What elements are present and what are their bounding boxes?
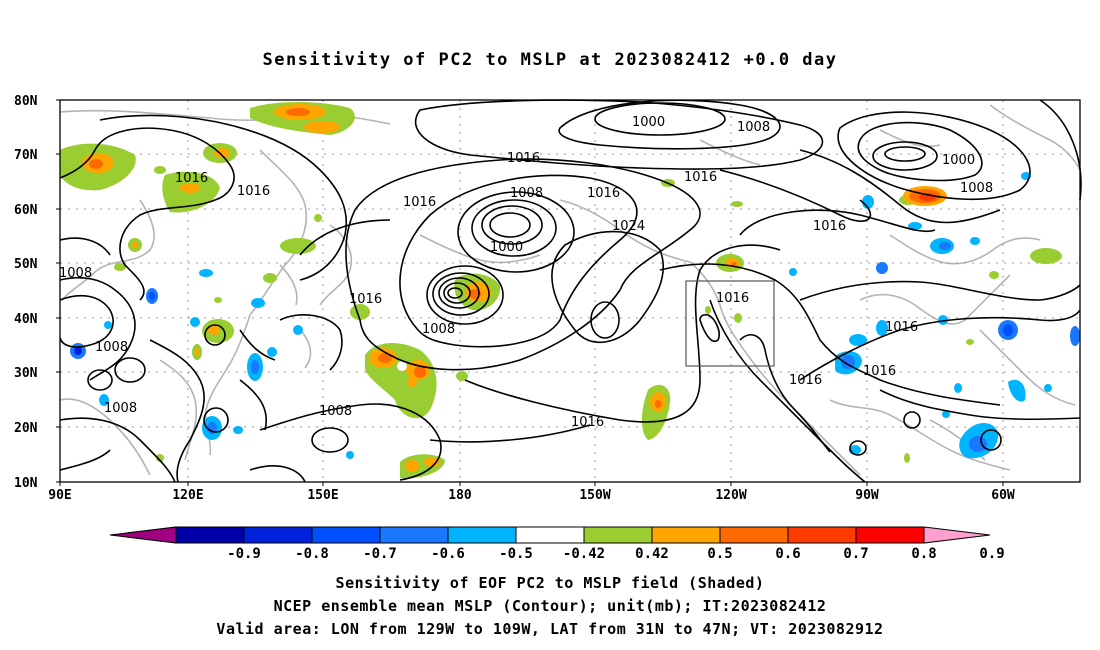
colorbar-segment bbox=[447, 526, 517, 544]
caption-line-1: Sensitivity of EOF PC2 to MSLP field (Sh… bbox=[335, 574, 765, 592]
lon-label: 90E bbox=[48, 488, 71, 503]
contour-label: 1016 bbox=[403, 195, 436, 210]
lon-label: 90W bbox=[855, 488, 879, 503]
lon-label: 150E bbox=[307, 488, 338, 503]
colorbar-tick-label: -0.42 bbox=[563, 546, 605, 562]
colorbar-segment bbox=[651, 526, 721, 544]
colorbar-tick-label: 0.6 bbox=[775, 546, 800, 562]
colorbar-tick-label: -0.5 bbox=[499, 546, 533, 562]
colorbar: -0.9 -0.8 -0.7 -0.6 -0.5 -0.42 0.42 0.5 0.6 0.7 0.… bbox=[109, 526, 1005, 562]
contour-label: 1008 bbox=[59, 266, 92, 281]
colorbar-tick-label: -0.8 bbox=[295, 546, 329, 562]
lat-label: 20N bbox=[14, 421, 38, 436]
contour-label: 1008 bbox=[104, 401, 137, 416]
colorbar-tick-label: 0.5 bbox=[707, 546, 732, 562]
contour-label: 1008 bbox=[422, 322, 455, 337]
lon-label: 180 bbox=[448, 488, 472, 503]
contour-label: 1008 bbox=[737, 120, 770, 135]
contour-label: 1016 bbox=[863, 364, 896, 379]
contour-label: 1016 bbox=[175, 171, 208, 186]
lat-label: 50N bbox=[14, 257, 38, 272]
colorbar-tick-label: 0.8 bbox=[911, 546, 936, 562]
caption-line-3: Valid area: LON from 129W to 109W, LAT f… bbox=[216, 620, 884, 638]
lat-label: 30N bbox=[14, 366, 38, 381]
contour-label: 1000 bbox=[942, 153, 975, 168]
mslp-contours bbox=[59, 99, 1082, 483]
contour-label: 1016 bbox=[684, 170, 717, 185]
map-frame bbox=[59, 99, 1081, 483]
contour-label: 1008 bbox=[960, 181, 993, 196]
contour-label: 1000 bbox=[490, 240, 523, 255]
contour-label: 1024 bbox=[612, 219, 645, 234]
colorbar-segment bbox=[515, 526, 585, 544]
lat-label: 60N bbox=[14, 203, 38, 218]
contour-label: 1016 bbox=[716, 291, 749, 306]
colorbar-tick-label: -0.6 bbox=[431, 546, 465, 562]
colorbar-segment bbox=[243, 526, 313, 544]
contour-label: 1016 bbox=[885, 320, 918, 335]
latitude-labels: 80N 70N 60N 50N 40N 30N 20N 10N bbox=[14, 94, 38, 491]
colorbar-right-triangle bbox=[923, 526, 991, 544]
contour-labels: 1000 1008 1000 1008 1016 1016 1016 1016 … bbox=[59, 115, 993, 430]
contour-label: 1008 bbox=[95, 340, 128, 355]
lat-label: 40N bbox=[14, 312, 38, 327]
lon-label: 150W bbox=[579, 488, 610, 503]
valid-area-box bbox=[685, 280, 775, 367]
tick-marks bbox=[56, 99, 1004, 486]
lat-label: 70N bbox=[14, 148, 38, 163]
contour-label: 1016 bbox=[349, 292, 382, 307]
colorbar-segment bbox=[787, 526, 857, 544]
contour-label: 1008 bbox=[510, 186, 543, 201]
colorbar-segment bbox=[311, 526, 381, 544]
contour-label: 1016 bbox=[813, 219, 846, 234]
lat-label: 10N bbox=[14, 476, 38, 491]
sensitivity-shading bbox=[60, 102, 1080, 479]
lon-label: 120W bbox=[715, 488, 746, 503]
map-title: Sensitivity of PC2 to MSLP at 2023082412… bbox=[262, 50, 838, 70]
colorbar-tick-label: -0.7 bbox=[363, 546, 397, 562]
colorbar-segment bbox=[175, 526, 245, 544]
contour-label: 1016 bbox=[789, 373, 822, 388]
colorbar-segment bbox=[379, 526, 449, 544]
colorbar-segment bbox=[855, 526, 925, 544]
colorbar-tick-label: 0.7 bbox=[843, 546, 868, 562]
lon-label: 120E bbox=[172, 488, 203, 503]
longitude-labels: 90E 120E 150E 180 150W 120W 90W 60W bbox=[48, 488, 1015, 503]
caption-line-2: NCEP ensemble mean MSLP (Contour); unit(… bbox=[273, 597, 827, 615]
lat-label: 80N bbox=[14, 94, 38, 109]
colorbar-left-triangle bbox=[109, 526, 177, 544]
contour-label: 1016 bbox=[571, 415, 604, 430]
lon-label: 60W bbox=[991, 488, 1015, 503]
contour-label: 1016 bbox=[237, 184, 270, 199]
colorbar-tick-label: -0.9 bbox=[227, 546, 261, 562]
contour-label: 1008 bbox=[319, 404, 352, 419]
colorbar-tick-label: 0.42 bbox=[635, 546, 669, 562]
contour-label: 1000 bbox=[632, 115, 665, 130]
contour-label: 1016 bbox=[587, 186, 620, 201]
colorbar-tick-label: 0.9 bbox=[979, 546, 1004, 562]
colorbar-segment bbox=[719, 526, 789, 544]
coastlines bbox=[59, 104, 1081, 476]
contour-label: 1016 bbox=[507, 151, 540, 166]
colorbar-segment bbox=[583, 526, 653, 544]
